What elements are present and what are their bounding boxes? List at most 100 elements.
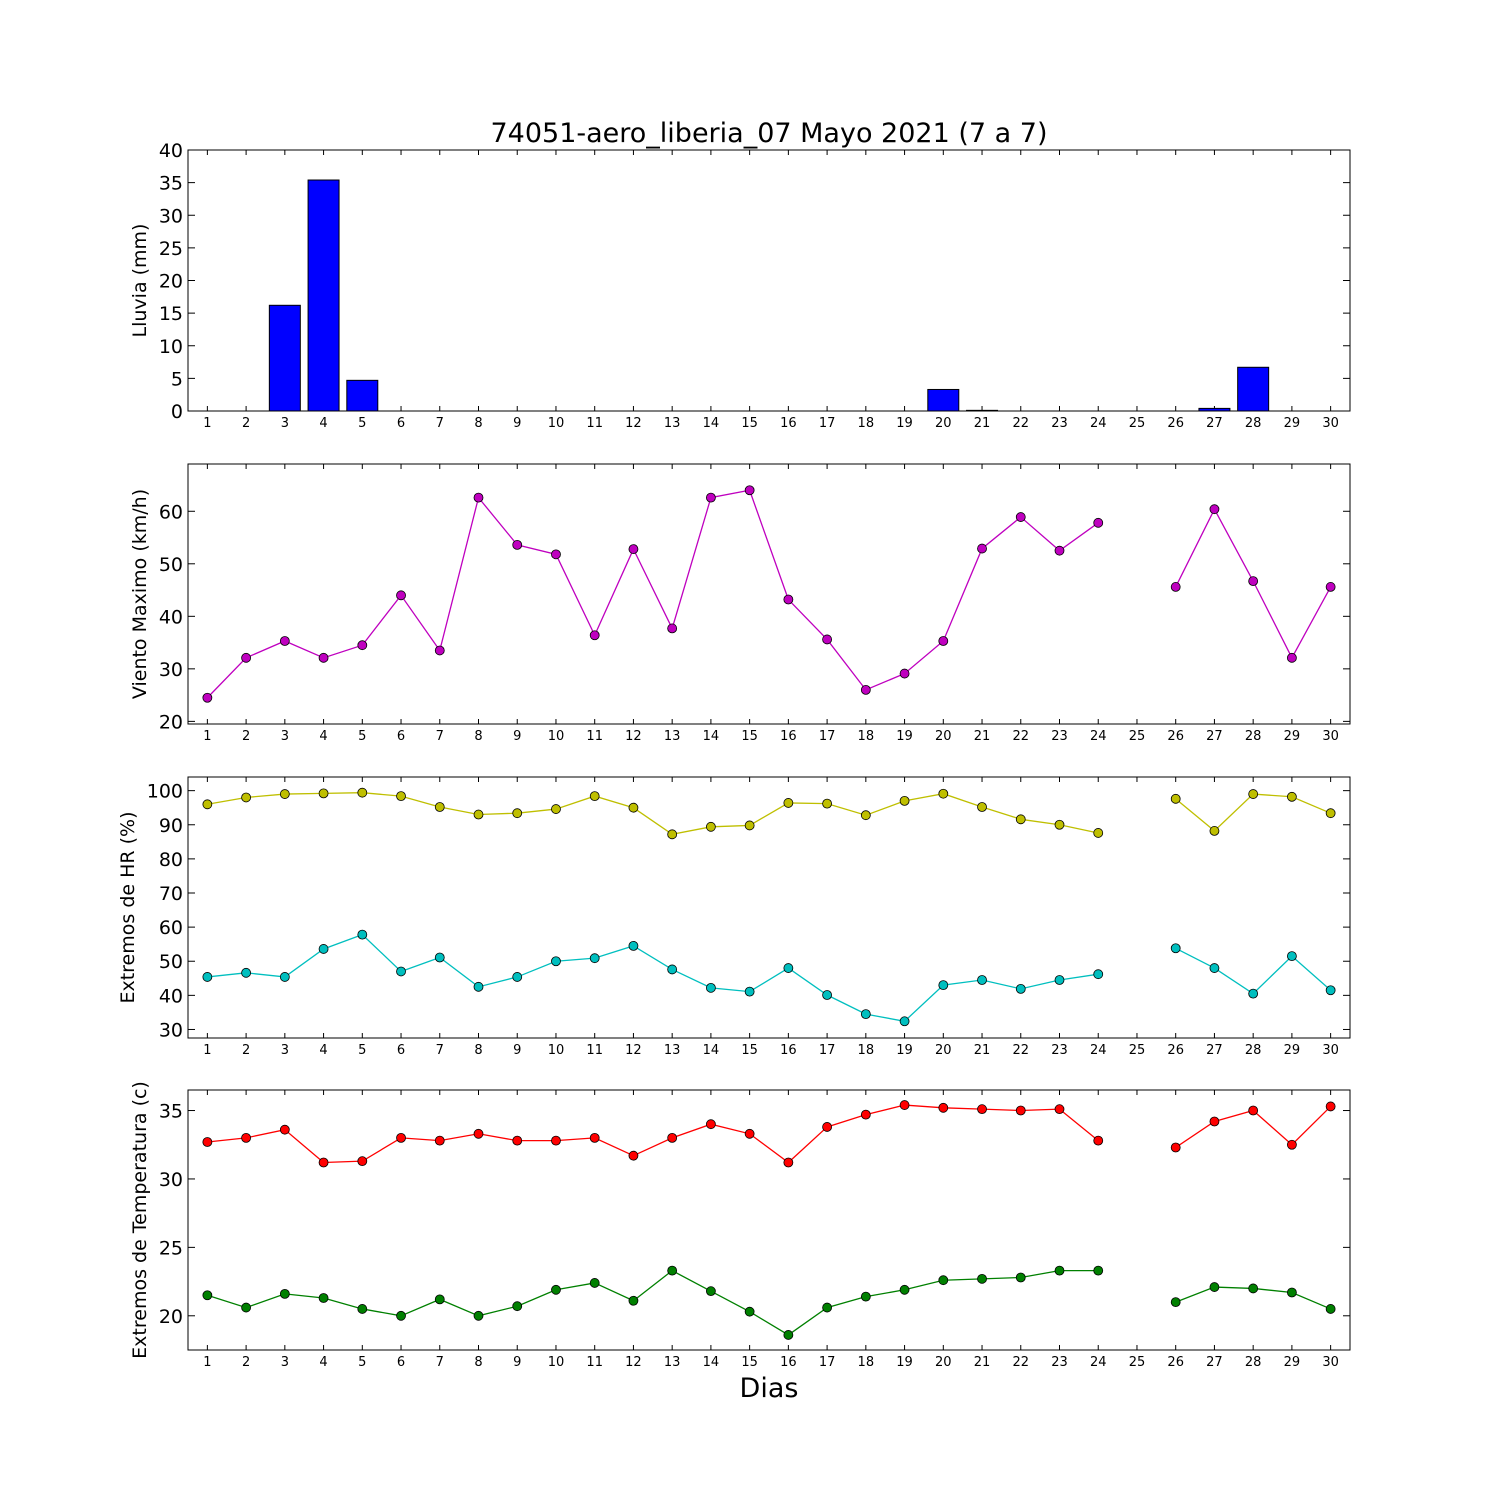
x-tick-label: 10 bbox=[548, 416, 565, 431]
x-tick-label: 1 bbox=[203, 416, 211, 431]
data-point bbox=[744, 1128, 755, 1139]
data-point bbox=[357, 787, 368, 798]
data-point bbox=[706, 492, 716, 503]
x-tick-label: 3 bbox=[281, 1355, 289, 1370]
y-tick-label: 25 bbox=[159, 1237, 183, 1259]
data-point bbox=[202, 972, 213, 982]
data-point bbox=[1209, 963, 1220, 973]
data-point bbox=[551, 1135, 561, 1146]
x-tick-label: 26 bbox=[1167, 729, 1184, 744]
data-point bbox=[667, 964, 678, 975]
data-point bbox=[551, 549, 561, 560]
x-tick-label: 13 bbox=[664, 1043, 681, 1058]
data-point bbox=[1325, 808, 1336, 819]
x-tick-label: 3 bbox=[281, 416, 289, 431]
data-point bbox=[318, 788, 329, 799]
x-tick-label: 25 bbox=[1129, 416, 1146, 431]
data-point bbox=[473, 1310, 484, 1321]
y-tick-label: 20 bbox=[159, 271, 183, 293]
x-tick-label: 27 bbox=[1206, 1355, 1223, 1370]
x-tick-label: 16 bbox=[780, 729, 797, 744]
data-point bbox=[318, 1293, 329, 1303]
data-point bbox=[241, 792, 252, 803]
data-point bbox=[667, 1132, 678, 1143]
data-point bbox=[434, 1135, 445, 1146]
data-point bbox=[396, 966, 406, 977]
x-tick-label: 21 bbox=[974, 1355, 991, 1370]
x-tick-label: 7 bbox=[436, 729, 444, 744]
x-tick-label: 15 bbox=[741, 1043, 758, 1058]
x-tick-label: 28 bbox=[1245, 1043, 1262, 1058]
y-tick-label: 30 bbox=[159, 1019, 183, 1041]
data-point bbox=[473, 981, 484, 992]
data-point bbox=[1209, 1282, 1220, 1292]
x-tick-label: 14 bbox=[703, 1043, 720, 1058]
x-tick-label: 4 bbox=[319, 1355, 327, 1370]
y-tick-label: 60 bbox=[159, 917, 183, 939]
x-tick-label: 5 bbox=[358, 416, 366, 431]
data-point bbox=[1170, 582, 1181, 592]
x-tick-label: 25 bbox=[1129, 1043, 1146, 1058]
y-tick-label: 15 bbox=[159, 303, 183, 325]
data-point bbox=[744, 485, 755, 496]
data-point bbox=[202, 1137, 213, 1147]
data-point bbox=[977, 1273, 987, 1284]
data-point bbox=[512, 539, 523, 550]
data-point bbox=[357, 1156, 368, 1167]
x-tick-label: 19 bbox=[896, 1355, 913, 1370]
x-tick-label: 29 bbox=[1284, 729, 1301, 744]
series-line-2 bbox=[207, 933, 1099, 1022]
x-tick-label: 1 bbox=[203, 729, 211, 744]
data-point bbox=[512, 808, 523, 819]
x-tick-label: 3 bbox=[281, 1043, 289, 1058]
x-tick-label: 9 bbox=[513, 416, 521, 431]
data-point bbox=[706, 982, 716, 993]
data-point bbox=[977, 975, 987, 985]
x-tick-label: 8 bbox=[474, 1043, 482, 1058]
data-point bbox=[822, 1302, 832, 1313]
x-tick-label: 6 bbox=[397, 1355, 405, 1370]
y-tick-label: 40 bbox=[159, 985, 183, 1007]
x-tick-label: 23 bbox=[1051, 1355, 1068, 1370]
data-point bbox=[667, 1265, 678, 1276]
data-point bbox=[202, 799, 213, 810]
x-tick-label: 12 bbox=[625, 1043, 642, 1058]
y-tick-label: 25 bbox=[159, 238, 183, 260]
data-point bbox=[589, 1132, 600, 1143]
data-point bbox=[783, 594, 794, 605]
x-tick-label: 2 bbox=[242, 729, 250, 744]
x-tick-label: 11 bbox=[586, 1355, 603, 1370]
x-tick-label: 10 bbox=[548, 1043, 565, 1058]
x-tick-label: 16 bbox=[780, 1355, 797, 1370]
y-tick-label: 70 bbox=[159, 883, 183, 905]
data-point bbox=[899, 1284, 910, 1295]
x-tick-label: 20 bbox=[935, 416, 952, 431]
y-tick-label: 30 bbox=[159, 1169, 183, 1191]
data-point bbox=[1325, 1101, 1336, 1112]
data-point bbox=[512, 1135, 523, 1146]
x-tick-label: 5 bbox=[358, 1043, 366, 1058]
x-tick-label: 17 bbox=[819, 416, 836, 431]
x-tick-label: 20 bbox=[935, 1043, 952, 1058]
data-point bbox=[1248, 988, 1259, 999]
x-tick-label: 13 bbox=[664, 416, 681, 431]
x-tick-label: 4 bbox=[319, 729, 327, 744]
data-point bbox=[1093, 969, 1104, 980]
data-point bbox=[241, 652, 252, 663]
x-tick-label: 15 bbox=[741, 1355, 758, 1370]
data-point bbox=[667, 829, 678, 840]
data-point bbox=[1054, 975, 1065, 985]
data-point bbox=[706, 1286, 716, 1297]
x-tick-label: 19 bbox=[896, 416, 913, 431]
x-tick-label: 19 bbox=[896, 1043, 913, 1058]
x-tick-label: 7 bbox=[436, 1355, 444, 1370]
data-point bbox=[512, 1301, 523, 1312]
series-line-1 bbox=[207, 1104, 1099, 1164]
x-tick-label: 15 bbox=[741, 416, 758, 431]
data-point bbox=[512, 972, 523, 982]
x-tick-label: 11 bbox=[586, 729, 603, 744]
data-point bbox=[357, 640, 368, 651]
x-tick-label: 1 bbox=[203, 1355, 211, 1370]
data-point bbox=[589, 630, 600, 641]
x-tick-label: 22 bbox=[1012, 729, 1029, 744]
